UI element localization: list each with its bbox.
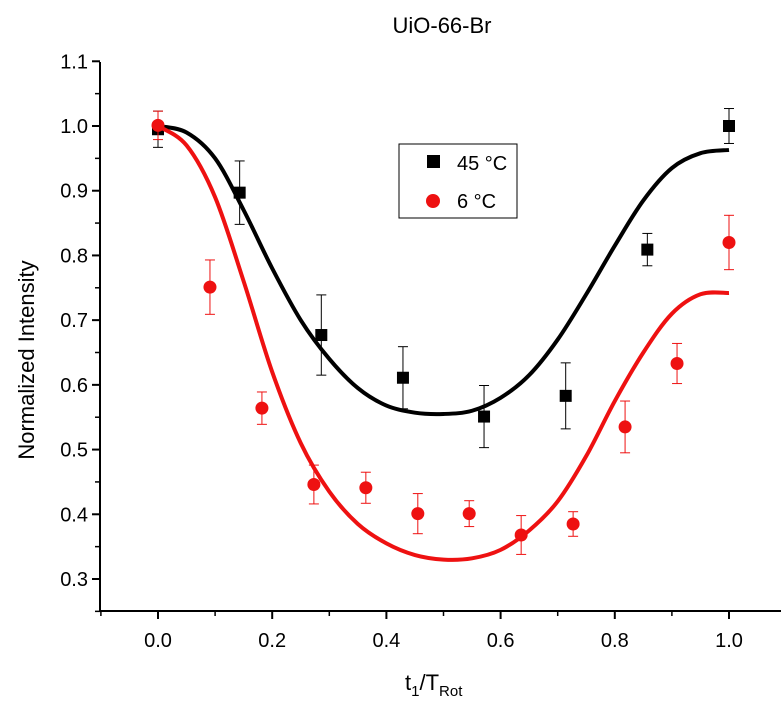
data-point-6C: [670, 357, 684, 371]
y-tick-label: 0.3: [60, 569, 88, 591]
x-tick-label: 1.0: [715, 630, 743, 652]
data-point-6C: [359, 481, 373, 495]
y-tick-label: 0.4: [60, 504, 88, 526]
y-tick-label: 1.0: [60, 116, 88, 138]
data-point-45C: [315, 329, 328, 342]
chart-title: UiO-66-Br: [392, 13, 491, 38]
data-point-6C: [151, 118, 165, 132]
x-axis-title-main: t: [405, 670, 411, 695]
x-tick-label: 0.8: [601, 630, 629, 652]
x-axis-title-text: t1/TRot: [405, 670, 463, 700]
data-point-6C: [618, 420, 632, 434]
data-point-6C: [566, 517, 580, 531]
legend: 45 °C 6 °C: [398, 143, 518, 219]
data-point-45C: [478, 410, 491, 423]
data-point-45C: [233, 186, 246, 199]
x-tick-label: 0.0: [144, 630, 172, 652]
x-tick-label: 0.4: [372, 630, 400, 652]
y-tick-label: 0.8: [60, 245, 88, 267]
data-point-45C: [723, 120, 735, 132]
x-axis-title: t1/TRot: [405, 670, 463, 700]
legend-marker-6C: [426, 194, 440, 208]
legend-label-45C: 45 °C: [457, 153, 507, 175]
x-tick-label: 0.6: [487, 630, 515, 652]
data-point-6C: [514, 528, 528, 542]
y-tick-label: 1.1: [60, 51, 88, 73]
data-point-6C: [722, 235, 736, 249]
x-tick-label: 0.2: [258, 630, 286, 652]
data-point-45C: [641, 243, 654, 256]
data-point-6C: [462, 507, 476, 521]
legend-box: [398, 143, 518, 219]
y-tick-label: 0.9: [60, 181, 88, 203]
legend-label-6C: 6 °C: [457, 191, 496, 213]
data-point-6C: [255, 401, 269, 415]
plot-area: 0.3 0.4 0.5 0.6 0.7 0.8 0.9 1.0 1.1 0.0 0.2 0.4 0.6 0…: [60, 51, 781, 652]
y-tick-label: 0.7: [60, 310, 88, 332]
fit-curve-series-1: [156, 124, 730, 562]
fit-curve-series-0: [157, 124, 730, 417]
data-point-6C: [203, 280, 217, 294]
x-axis-title-mid: /T: [419, 670, 439, 695]
x-axis-title-sub2: Rot: [439, 683, 463, 700]
data-point-45C: [559, 389, 572, 402]
legend-marker-45C: [427, 155, 440, 168]
data-point-6C: [411, 507, 425, 521]
y-tick-label: 0.6: [60, 375, 88, 397]
y-tick-label: 0.5: [60, 440, 88, 462]
x-axis-title-sub1: 1: [411, 683, 419, 700]
data-point-6C: [307, 478, 321, 492]
data-point-45C: [396, 371, 409, 384]
y-axis-title: Normalized Intensity: [14, 260, 39, 459]
